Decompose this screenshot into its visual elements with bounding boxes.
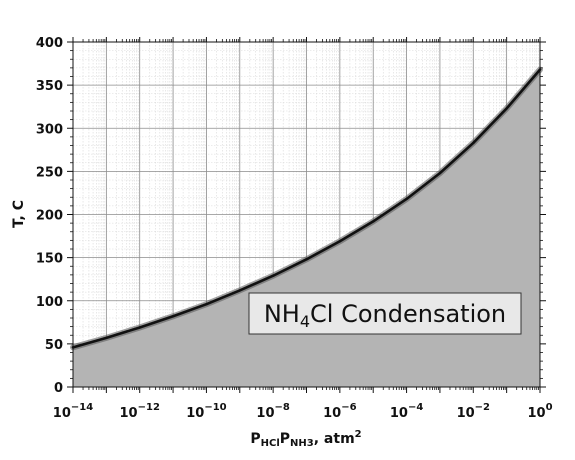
x-tick-label-base: 10 [527,406,545,421]
x-tick-label-exponent: −2 [475,402,490,413]
series-point [205,303,208,306]
x-tick-label: 10−8 [256,402,289,421]
x-tick-label-exponent: −4 [408,402,423,413]
y-tick-label: 400 [36,36,63,51]
y-tick-label: 50 [45,338,63,353]
y-tick-label: 100 [36,295,63,310]
x-tick-label-base: 10 [120,406,138,421]
y-tick-label: 350 [36,79,63,94]
series-point [338,240,342,243]
x-axis-title-tail: , atm [314,431,355,447]
x-axis-title-sub1: HCl [261,438,280,449]
ticks [67,37,546,393]
x-axis-title: PHClPNH3, atm2 [250,429,361,449]
x-tick-label: 10−10 [186,402,226,421]
y-tick-labels: 0 50 100 150 200 250 300 350 400 [36,36,63,396]
annotation-box: NH4Cl Condensation [248,292,522,335]
series-point [505,107,508,110]
x-tick-label-exponent: −12 [138,402,160,413]
x-tick-label: 100 [527,402,552,421]
x-tick-label-base: 10 [53,406,71,421]
x-tick-label: 10−2 [457,402,490,421]
y-tick-label: 150 [36,252,63,267]
x-tick-label-exponent: −14 [71,402,93,413]
series-point [372,220,375,223]
x-tick-label-base: 10 [186,406,204,421]
x-tick-label-exponent: −8 [275,402,290,413]
line-layer [70,66,543,351]
x-axis-title-p2: P [280,431,290,447]
series-point [238,289,241,292]
y-tick-label: 300 [36,122,63,137]
annotation-text: NH4Cl Condensation [264,300,506,331]
series-point [305,258,308,261]
x-tick-label-base: 10 [390,406,408,421]
x-axis-title-p1: P [250,431,260,447]
y-tick-label: 200 [36,209,63,224]
series-point [438,171,442,175]
annotation-sub: 4 [300,312,310,331]
x-tick-label-base: 10 [256,406,274,421]
annotation-post: Cl Condensation [310,300,506,328]
series-point [105,336,108,340]
series-point [271,274,275,277]
x-tick-label: 10−14 [53,402,93,421]
series-point [138,326,141,329]
y-tick-label: 0 [54,381,63,396]
annotation-pre: NH [264,300,300,328]
y-axis-title: T, C [11,200,27,228]
x-axis-title-sup: 2 [355,429,362,440]
x-tick-labels: 10−14 10−12 10−10 10−8 10−6 10−4 10−2 100 [53,402,553,421]
x-tick-label: 10−4 [390,402,423,421]
x-tick-label-exponent: −6 [341,402,356,413]
series-point [171,315,175,318]
x-tick-label: 10−6 [323,402,356,421]
x-axis-title-sub2: NH3 [290,438,314,449]
y-tick-label: 250 [36,165,63,180]
x-tick-label-exponent: 0 [546,402,553,413]
x-tick-label-base: 10 [323,406,341,421]
x-tick-label-exponent: −10 [204,402,226,413]
series-point [472,141,475,145]
x-tick-label: 10−12 [120,402,160,421]
series-point [405,197,408,201]
x-tick-label-base: 10 [457,406,475,421]
